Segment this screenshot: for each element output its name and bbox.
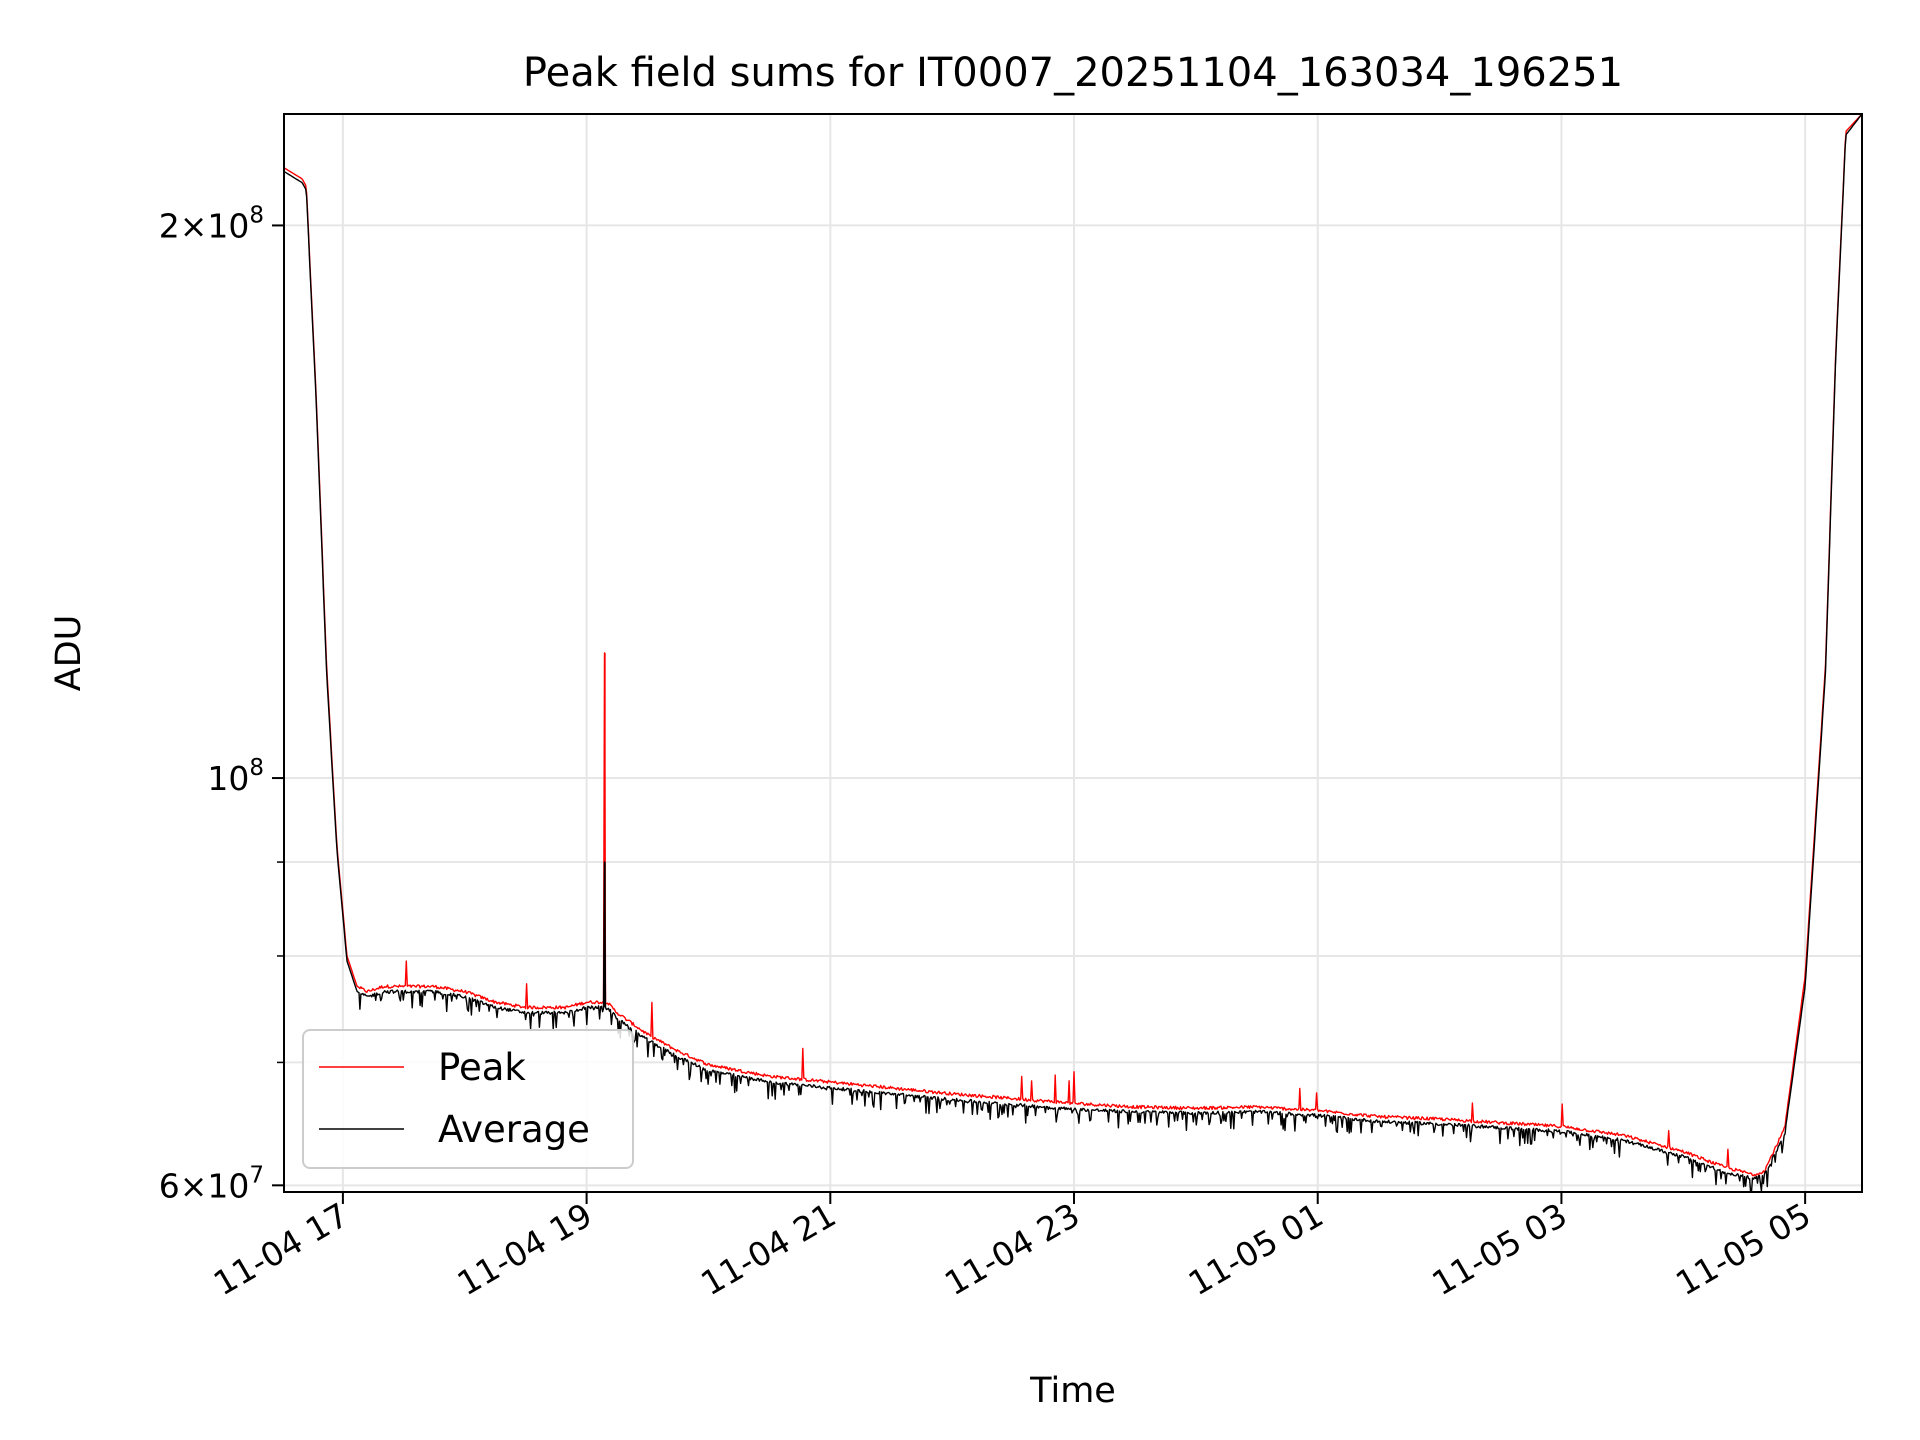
series-average [283,113,1863,1193]
y-tick-label-base: 10 [207,759,249,798]
y-tick-label: 108 [207,755,264,798]
chart-title: Peak field sums for IT0007_20251104_1630… [523,50,1623,96]
legend: Peak Average [302,1029,634,1169]
x-axis-label: Time [1029,1371,1116,1411]
y-tick-label-base: 6×10 [159,1166,250,1205]
plot-frame [283,113,1863,1193]
y-tick-label-base: 2×10 [159,206,250,245]
y-tick-label-exponent: 8 [249,755,264,781]
series-line-peak [283,113,1863,1177]
y-tick-label-exponent: 8 [249,202,264,228]
legend-box [302,1029,634,1169]
series-line-average [283,113,1863,1193]
y-tick-label: 6×107 [159,1162,264,1205]
y-tick-label-exponent: 7 [249,1162,264,1188]
y-axis-label: ADU [49,615,89,692]
legend-label-average: Average [438,1108,590,1151]
series-layer [283,113,1863,1193]
legend-label-peak: Peak [438,1046,526,1089]
y-tick-label: 2×108 [159,202,264,245]
